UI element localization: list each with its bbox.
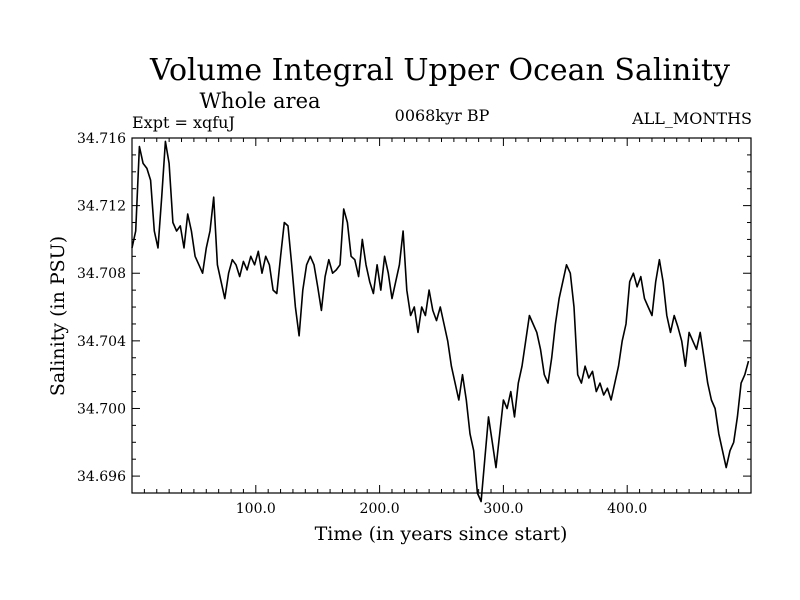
period-label: 0068kyr BP (395, 106, 490, 125)
y-axis-label: Salinity (in PSU) (47, 236, 69, 396)
chart-subtitle: Whole area (199, 89, 320, 113)
salinity-series-line (131, 140, 750, 503)
x-tick-label: 200.0 (360, 501, 400, 517)
y-tick-label: 34.712 (77, 199, 126, 215)
chart-title: Volume Integral Upper Ocean Salinity (149, 53, 730, 88)
x-tick-label: 300.0 (483, 501, 523, 517)
x-axis: 100.0 200.0 300.0 400.0 (143, 138, 740, 517)
y-tick-label: 34.716 (77, 131, 126, 147)
y-tick-label: 34.696 (77, 469, 126, 485)
months-label: ALL_MONTHS (631, 109, 752, 128)
x-axis-label: Time (in years since start) (315, 523, 568, 545)
y-axis: 34.696 34.700 34.704 34.708 34.712 34.716 (77, 131, 751, 494)
x-tick-label: 100.0 (236, 501, 276, 517)
y-tick-label: 34.708 (77, 266, 126, 282)
y-tick-label: 34.700 (77, 401, 126, 417)
y-tick-label: 34.704 (77, 334, 126, 350)
experiment-label: Expt = xqfuJ (132, 113, 235, 132)
x-tick-label: 400.0 (607, 501, 647, 517)
